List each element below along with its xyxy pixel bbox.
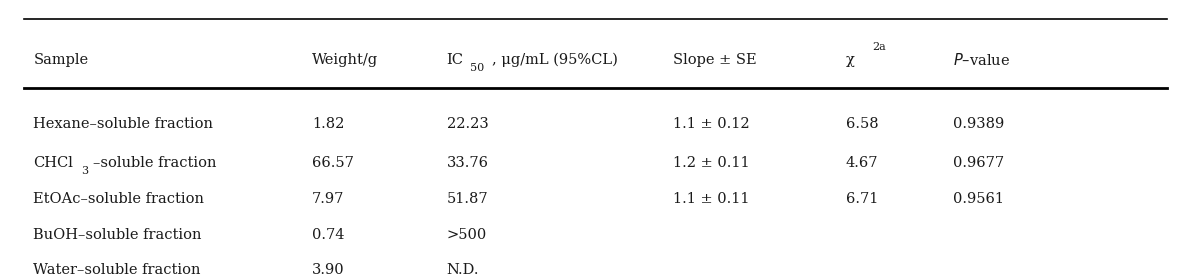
Text: 3.90: 3.90: [312, 263, 344, 277]
Text: χ: χ: [846, 53, 854, 67]
Text: $\it{P}$–value: $\it{P}$–value: [953, 52, 1010, 68]
Text: Hexane–soluble fraction: Hexane–soluble fraction: [33, 117, 213, 131]
Text: IC: IC: [447, 53, 463, 67]
Text: Sample: Sample: [33, 53, 88, 67]
Text: EtOAc–soluble fraction: EtOAc–soluble fraction: [33, 192, 205, 206]
Text: 1.2 ± 0.11: 1.2 ± 0.11: [673, 156, 749, 170]
Text: Slope ± SE: Slope ± SE: [673, 53, 756, 67]
Text: N.D.: N.D.: [447, 263, 479, 277]
Text: 0.9677: 0.9677: [953, 156, 1004, 170]
Text: 0.9389: 0.9389: [953, 117, 1004, 131]
Text: 0.74: 0.74: [312, 228, 344, 242]
Text: >500: >500: [447, 228, 487, 242]
Text: Weight/g: Weight/g: [312, 53, 379, 67]
Text: 3: 3: [81, 166, 88, 176]
Text: 6.71: 6.71: [846, 192, 878, 206]
Text: 66.57: 66.57: [312, 156, 354, 170]
Text: , μg/mL (95%CL): , μg/mL (95%CL): [492, 53, 618, 67]
Text: CHCl: CHCl: [33, 156, 73, 170]
Text: 6.58: 6.58: [846, 117, 878, 131]
Text: 7.97: 7.97: [312, 192, 344, 206]
Text: 50: 50: [470, 63, 485, 73]
Text: 1.82: 1.82: [312, 117, 344, 131]
Text: 33.76: 33.76: [447, 156, 488, 170]
Text: 2a: 2a: [872, 42, 886, 52]
Text: 22.23: 22.23: [447, 117, 488, 131]
Text: 4.67: 4.67: [846, 156, 878, 170]
Text: –soluble fraction: –soluble fraction: [93, 156, 217, 170]
Text: 1.1 ± 0.12: 1.1 ± 0.12: [673, 117, 749, 131]
Text: 1.1 ± 0.11: 1.1 ± 0.11: [673, 192, 749, 206]
Text: 51.87: 51.87: [447, 192, 488, 206]
Text: Water–soluble fraction: Water–soluble fraction: [33, 263, 201, 277]
Text: BuOH–soluble fraction: BuOH–soluble fraction: [33, 228, 201, 242]
Text: 0.9561: 0.9561: [953, 192, 1004, 206]
